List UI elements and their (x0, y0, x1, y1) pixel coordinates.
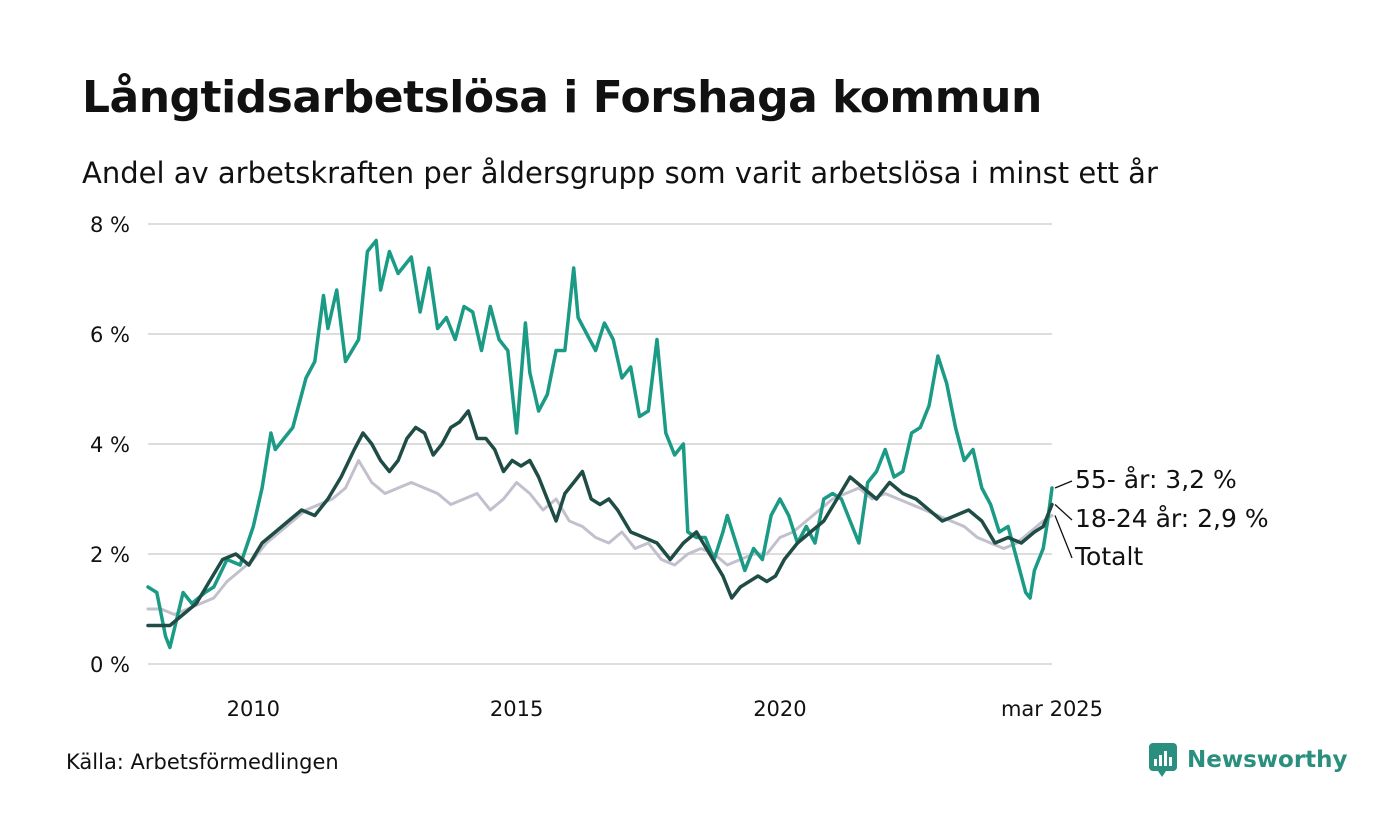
end-labels: Totalt 55- år: 3,2 % 18-24 år: 2,9 % (1054, 465, 1269, 571)
end-label-connector (1054, 515, 1073, 559)
grid-lines (148, 223, 1052, 665)
x-axis-tick-labels: 2010 2015 2020 mar 2025 (227, 697, 1103, 721)
x-tick-label: 2015 (490, 697, 543, 721)
y-tick-label: 8 % (90, 213, 130, 237)
series-line-total (146, 459, 1054, 616)
end-label-age_18_24: 18-24 år: 2,9 % (1075, 504, 1269, 533)
end-label-connector (1054, 504, 1073, 521)
x-tick-label: 2010 (227, 697, 280, 721)
y-tick-label: 4 % (90, 433, 130, 457)
y-tick-label: 6 % (90, 323, 130, 347)
chart-subtitle: Andel av arbetskraften per åldersgrupp s… (82, 156, 1158, 190)
chart-title: Långtidsarbetslösa i Forshaga kommun (82, 72, 1042, 123)
source-note: Källa: Arbetsförmedlingen (66, 750, 339, 774)
y-tick-label: 0 % (90, 653, 130, 677)
series-line-age_55 (146, 238, 1054, 650)
x-end-tick-label: mar 2025 (1001, 697, 1103, 721)
x-tick-label: 2020 (753, 697, 806, 721)
series-line-age_18_24 (146, 409, 1054, 628)
series-lines (146, 238, 1054, 650)
end-label-age_55: 55- år: 3,2 % (1075, 465, 1237, 494)
y-tick-label: 2 % (90, 543, 130, 567)
newsworthy-logo-text: Newsworthy (1187, 747, 1348, 773)
newsworthy-logo-icon (1149, 743, 1177, 777)
end-label-connector (1054, 480, 1073, 489)
end-label-total: Totalt (1074, 542, 1143, 571)
newsworthy-logo[interactable]: Newsworthy (1148, 742, 1348, 778)
y-axis-tick-labels: 0 % 2 % 4 % 6 % 8 % (90, 213, 130, 677)
